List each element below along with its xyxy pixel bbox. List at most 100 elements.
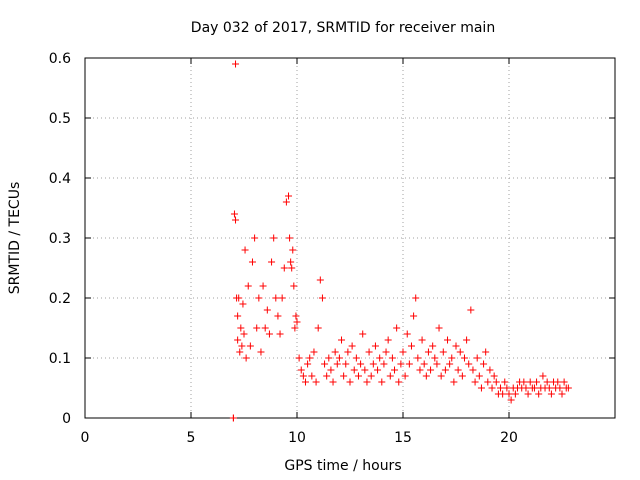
data-point bbox=[299, 372, 307, 380]
data-point bbox=[253, 324, 261, 332]
data-point bbox=[304, 360, 312, 368]
data-point bbox=[235, 294, 243, 302]
chart-title: Day 032 of 2017, SRMTID for receiver mai… bbox=[191, 20, 495, 36]
y-tick-label: 0.3 bbox=[49, 231, 71, 247]
data-point bbox=[560, 378, 568, 386]
data-point bbox=[276, 330, 284, 338]
data-point bbox=[412, 294, 420, 302]
data-point bbox=[480, 360, 488, 368]
data-point bbox=[410, 312, 418, 320]
x-tick-label: 0 bbox=[81, 430, 90, 446]
data-point bbox=[367, 372, 375, 380]
data-point bbox=[382, 348, 390, 356]
data-point bbox=[431, 354, 439, 362]
x-tick-label: 10 bbox=[288, 430, 306, 446]
data-point bbox=[268, 258, 276, 266]
axis-ticks: 0 0.1 0.2 0.3 0.4 0.5 0.6 0 5 10 15 20 bbox=[49, 51, 615, 446]
data-point bbox=[520, 378, 528, 386]
data-point bbox=[477, 384, 485, 392]
data-point bbox=[288, 264, 296, 272]
data-point bbox=[554, 378, 562, 386]
data-point bbox=[242, 354, 250, 362]
data-point bbox=[321, 360, 329, 368]
data-point bbox=[352, 354, 360, 362]
data-point bbox=[234, 336, 242, 344]
y-tick-label: 0.2 bbox=[49, 291, 71, 307]
data-point bbox=[486, 366, 494, 374]
data-point bbox=[359, 330, 367, 338]
data-point bbox=[278, 294, 286, 302]
data-point bbox=[310, 348, 318, 356]
data-point bbox=[547, 390, 555, 398]
y-axis-label: SRMTID / TECUs bbox=[7, 182, 23, 295]
data-point bbox=[386, 372, 394, 380]
data-point bbox=[450, 378, 458, 386]
data-point bbox=[458, 372, 466, 380]
data-point bbox=[439, 348, 447, 356]
data-point bbox=[522, 384, 530, 392]
data-point bbox=[441, 366, 449, 374]
data-point bbox=[378, 378, 386, 386]
data-point bbox=[285, 192, 293, 200]
data-point bbox=[342, 360, 350, 368]
data-point bbox=[335, 354, 343, 362]
data-point bbox=[433, 360, 441, 368]
data-point bbox=[263, 306, 271, 314]
data-point bbox=[469, 366, 477, 374]
data-point bbox=[391, 366, 399, 374]
data-point bbox=[282, 198, 290, 206]
x-tick-label: 5 bbox=[187, 430, 196, 446]
data-point bbox=[556, 384, 564, 392]
data-point bbox=[507, 396, 515, 404]
data-point bbox=[361, 366, 369, 374]
data-point bbox=[293, 318, 301, 326]
data-point bbox=[499, 390, 507, 398]
data-point bbox=[230, 210, 238, 218]
data-point bbox=[257, 348, 265, 356]
data-point bbox=[535, 390, 543, 398]
data-point bbox=[543, 378, 551, 386]
data-point bbox=[251, 234, 259, 242]
x-tick-label: 15 bbox=[394, 430, 412, 446]
data-point bbox=[545, 384, 553, 392]
data-point bbox=[524, 390, 532, 398]
data-point bbox=[272, 294, 280, 302]
data-point bbox=[348, 342, 356, 350]
data-point bbox=[295, 354, 303, 362]
data-point bbox=[503, 384, 511, 392]
data-point bbox=[452, 342, 460, 350]
data-point bbox=[456, 348, 464, 356]
data-point bbox=[248, 258, 256, 266]
data-point bbox=[290, 282, 298, 290]
data-point bbox=[497, 384, 505, 392]
data-point bbox=[229, 414, 237, 422]
data-point bbox=[388, 354, 396, 362]
data-point bbox=[369, 360, 377, 368]
y-tick-label: 0 bbox=[62, 411, 71, 427]
data-point bbox=[558, 390, 566, 398]
data-point bbox=[380, 360, 388, 368]
data-point bbox=[448, 354, 456, 362]
data-point bbox=[346, 378, 354, 386]
data-point bbox=[403, 330, 411, 338]
data-point bbox=[340, 372, 348, 380]
data-point bbox=[435, 324, 443, 332]
data-point bbox=[325, 354, 333, 362]
data-point bbox=[357, 360, 365, 368]
data-point bbox=[492, 378, 500, 386]
y-tick-label: 0.5 bbox=[49, 111, 71, 127]
data-point bbox=[265, 330, 273, 338]
data-point bbox=[422, 372, 430, 380]
data-point bbox=[338, 336, 346, 344]
data-point bbox=[308, 372, 316, 380]
data-point bbox=[418, 336, 426, 344]
data-point bbox=[465, 360, 473, 368]
data-point bbox=[350, 366, 358, 374]
data-point bbox=[533, 378, 541, 386]
data-point bbox=[374, 366, 382, 374]
data-point bbox=[376, 354, 384, 362]
data-point bbox=[397, 360, 405, 368]
y-tick-label: 0.4 bbox=[49, 171, 71, 187]
